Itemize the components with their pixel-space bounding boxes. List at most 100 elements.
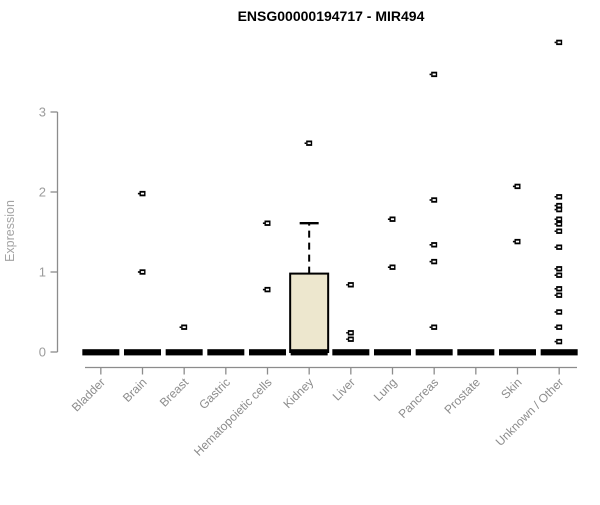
outlier-nub [387, 218, 390, 220]
outlier-point [137, 190, 146, 197]
outlier-slit [557, 287, 561, 290]
outlier-point [137, 269, 146, 275]
outlier-point [554, 338, 563, 345]
outlier-slit [557, 267, 561, 270]
outlier-nub [554, 311, 557, 313]
outlier-nub [554, 223, 557, 225]
outlier-slit [432, 243, 436, 246]
median-bar [457, 349, 495, 356]
outlier-nub [554, 268, 557, 270]
boxplot-kidney [289, 140, 330, 356]
x-category-label: Skin [498, 375, 524, 401]
boxplot-gastric [207, 349, 245, 356]
outlier-nub [554, 288, 557, 290]
median-bar [499, 349, 536, 356]
x-category-label: Liver [330, 375, 358, 403]
x-category-label: Lung [371, 375, 400, 404]
outlier-nub [429, 199, 432, 201]
median-bar [82, 349, 120, 356]
outlier-point [554, 202, 563, 209]
outlier-slit [349, 338, 353, 341]
outlier-nub [304, 142, 307, 144]
outlier-point [512, 183, 521, 190]
outlier-point [512, 238, 521, 245]
outlier-nub [554, 208, 557, 211]
boxplot-bladder [82, 349, 120, 356]
median-bar [374, 349, 411, 356]
outlier-nub [512, 185, 515, 188]
boxplot-prostate [457, 349, 495, 356]
outlier-slit [182, 326, 186, 329]
outlier-point [554, 39, 563, 46]
outlier-point [554, 228, 563, 234]
boxplot-data-layer [82, 39, 578, 356]
x-category-label: Kidney [280, 375, 316, 411]
outlier-point [554, 221, 563, 227]
outlier-slit [515, 240, 520, 243]
outlier-point [554, 194, 563, 200]
median-bar [290, 349, 328, 356]
median-bar [540, 349, 578, 356]
median-bar [249, 349, 286, 356]
outlier-point [304, 140, 313, 146]
outlier-slit [140, 192, 145, 195]
outlier-nub [554, 230, 557, 232]
x-category-label: Pancreas [396, 375, 442, 421]
outlier-point [346, 330, 354, 336]
outlier-slit [557, 218, 561, 221]
outlier-point [179, 324, 188, 330]
y-axis-label: Expression [3, 200, 17, 262]
outlier-point [554, 292, 563, 298]
outlier-nub [429, 326, 432, 328]
outlier-point [387, 264, 396, 270]
outlier-point [262, 220, 271, 226]
outlier-slit [265, 222, 270, 225]
x-category-label: Bladder [69, 375, 108, 414]
outlier-nub [262, 222, 265, 224]
outlier-point [554, 272, 563, 278]
boxplot-breast [165, 324, 203, 356]
y-tick-label: 0 [39, 345, 46, 360]
outlier-point [554, 286, 563, 292]
boxplot-unknown-other [540, 39, 578, 356]
outlier-slit [557, 208, 561, 211]
outlier-point [429, 242, 438, 248]
boxplot-hematopoietic-cells [249, 220, 286, 356]
y-tick-label: 2 [39, 185, 46, 200]
outlier-point [554, 309, 563, 315]
outlier-point [554, 206, 563, 213]
outlier-nub [554, 41, 557, 44]
outlier-nub [137, 271, 140, 273]
outlier-nub [554, 218, 557, 220]
outlier-slit [515, 185, 520, 188]
outlier-slit [557, 340, 561, 343]
outlier-slit [432, 199, 436, 201]
median-bar [415, 349, 453, 356]
outlier-slit [140, 271, 145, 273]
outlier-slit [557, 326, 561, 329]
outlier-nub [554, 246, 557, 248]
outlier-nub [554, 204, 557, 207]
median-bar [332, 349, 370, 356]
outlier-nub [179, 326, 182, 328]
outlier-point [262, 286, 271, 293]
y-tick-label: 3 [39, 105, 46, 120]
outlier-nub [137, 192, 140, 195]
outlier-point [554, 216, 563, 222]
boxplot-skin [499, 183, 536, 356]
chart-title: ENSG00000194717 - MIR494 [238, 8, 425, 24]
outlier-slit [349, 331, 353, 334]
outlier-slit [349, 283, 353, 286]
median-bar [165, 349, 203, 356]
outlier-slit [557, 246, 561, 249]
outlier-point [554, 324, 563, 330]
outlier-slit [265, 288, 270, 291]
outlier-slit [557, 274, 561, 277]
outlier-point [429, 197, 438, 203]
outlier-point [554, 266, 563, 272]
median-bar [124, 349, 161, 356]
outlier-slit [557, 294, 561, 297]
outlier-slit [557, 195, 561, 198]
